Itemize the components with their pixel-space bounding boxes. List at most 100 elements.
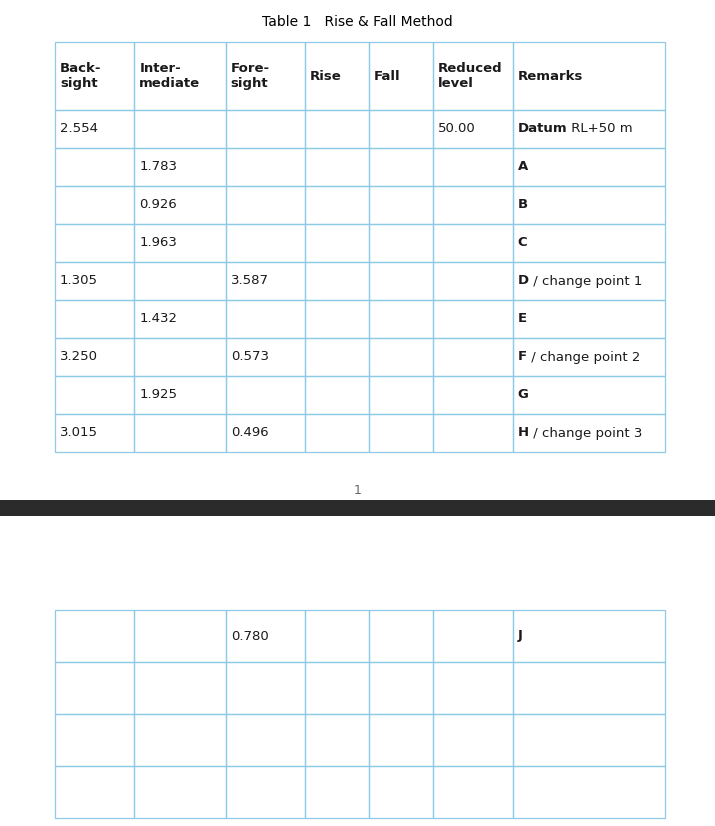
Bar xyxy=(305,376,369,414)
Text: 3.015: 3.015 xyxy=(60,426,98,439)
Bar xyxy=(55,610,134,662)
Bar xyxy=(433,262,513,300)
Bar xyxy=(369,376,433,414)
Bar xyxy=(55,148,134,186)
Bar xyxy=(55,42,134,110)
Bar xyxy=(433,610,513,662)
Text: 0.496: 0.496 xyxy=(231,426,268,439)
Bar xyxy=(369,224,433,262)
Bar xyxy=(0,500,715,516)
Bar xyxy=(134,224,226,262)
Text: Table 1   Rise & Fall Method: Table 1 Rise & Fall Method xyxy=(262,15,453,29)
Text: Rise: Rise xyxy=(310,69,342,83)
Bar xyxy=(226,148,305,186)
Text: Reduced
level: Reduced level xyxy=(438,62,503,90)
Bar xyxy=(369,414,433,452)
Text: 1.432: 1.432 xyxy=(139,312,177,325)
Bar xyxy=(305,714,369,766)
Bar xyxy=(55,110,134,148)
Bar xyxy=(369,610,433,662)
Text: H: H xyxy=(518,426,528,439)
Text: 1.925: 1.925 xyxy=(139,388,177,401)
Bar xyxy=(513,376,665,414)
Text: 2.554: 2.554 xyxy=(60,122,98,135)
Bar xyxy=(433,42,513,110)
Bar xyxy=(134,714,226,766)
Bar xyxy=(513,300,665,338)
Bar xyxy=(55,224,134,262)
Bar xyxy=(433,148,513,186)
Bar xyxy=(369,300,433,338)
Bar xyxy=(369,110,433,148)
Bar xyxy=(513,766,665,818)
Bar xyxy=(55,300,134,338)
Bar xyxy=(55,338,134,376)
Bar xyxy=(226,42,305,110)
Bar xyxy=(513,42,665,110)
Text: Fore-
sight: Fore- sight xyxy=(231,62,270,90)
Text: J: J xyxy=(518,629,523,643)
Text: 0.926: 0.926 xyxy=(139,198,177,211)
Text: 0.573: 0.573 xyxy=(231,350,269,363)
Bar xyxy=(433,376,513,414)
Bar xyxy=(513,610,665,662)
Bar xyxy=(305,300,369,338)
Bar xyxy=(433,714,513,766)
Text: 1.305: 1.305 xyxy=(60,274,98,287)
Text: 0.780: 0.780 xyxy=(231,629,269,643)
Bar xyxy=(305,42,369,110)
Text: 3.587: 3.587 xyxy=(231,274,269,287)
Bar xyxy=(305,186,369,224)
Bar xyxy=(369,42,433,110)
Bar xyxy=(134,766,226,818)
Bar xyxy=(226,186,305,224)
Bar xyxy=(305,338,369,376)
Text: Back-
sight: Back- sight xyxy=(60,62,102,90)
Text: E: E xyxy=(518,312,527,325)
Bar xyxy=(513,224,665,262)
Bar xyxy=(134,376,226,414)
Bar xyxy=(433,186,513,224)
Bar xyxy=(134,610,226,662)
Bar xyxy=(134,262,226,300)
Text: / change point 1: / change point 1 xyxy=(528,274,642,287)
Text: 50.00: 50.00 xyxy=(438,122,476,135)
Bar xyxy=(513,414,665,452)
Bar xyxy=(226,300,305,338)
Bar xyxy=(433,338,513,376)
Bar xyxy=(134,300,226,338)
Text: C: C xyxy=(518,236,527,249)
Bar xyxy=(513,338,665,376)
Text: Inter-
mediate: Inter- mediate xyxy=(139,62,200,90)
Bar xyxy=(134,338,226,376)
Bar xyxy=(305,662,369,714)
Bar xyxy=(305,224,369,262)
Bar xyxy=(369,338,433,376)
Bar xyxy=(513,662,665,714)
Bar xyxy=(513,262,665,300)
Text: F: F xyxy=(518,350,527,363)
Bar xyxy=(55,714,134,766)
Bar xyxy=(513,148,665,186)
Bar xyxy=(226,662,305,714)
Bar xyxy=(226,766,305,818)
Bar xyxy=(226,714,305,766)
Bar xyxy=(55,766,134,818)
Bar xyxy=(433,414,513,452)
Text: 1.783: 1.783 xyxy=(139,160,177,173)
Text: 3.250: 3.250 xyxy=(60,350,98,363)
Text: RL+50 m: RL+50 m xyxy=(567,122,633,135)
Text: 1.963: 1.963 xyxy=(139,236,177,249)
Bar xyxy=(226,224,305,262)
Bar xyxy=(513,714,665,766)
Bar xyxy=(226,110,305,148)
Text: / change point 2: / change point 2 xyxy=(527,350,640,363)
Bar xyxy=(305,414,369,452)
Text: Fall: Fall xyxy=(374,69,401,83)
Bar xyxy=(369,766,433,818)
Bar xyxy=(369,262,433,300)
Bar xyxy=(305,766,369,818)
Text: Datum: Datum xyxy=(518,122,567,135)
Bar xyxy=(369,186,433,224)
Bar xyxy=(55,376,134,414)
